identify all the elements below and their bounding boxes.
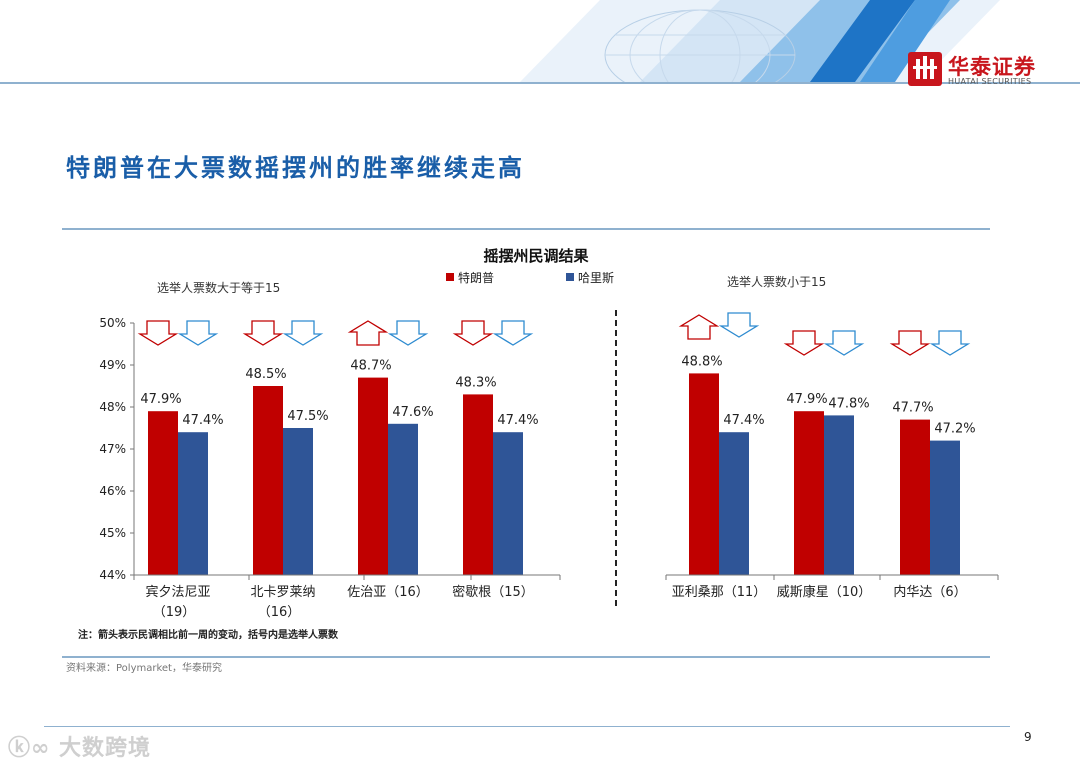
data-label-harris: 47.4% [497,413,538,428]
arrow-down-harris-icon [387,320,429,346]
arrow-up-trump-icon [678,314,720,340]
bar-harris [178,432,208,575]
y-tick-label: 46% [99,484,126,498]
bar-trump [148,411,178,575]
page-number: 9 [1024,730,1032,744]
arrow-down-trump-icon [889,330,931,356]
bar-trump [900,419,930,575]
bars: 47.9%47.4%48.5%47.5%48.7%47.6%48.3%47.4%… [140,354,976,575]
data-label-trump: 48.5% [245,367,286,382]
x-category-label: 亚利桑那（11） [672,585,767,600]
chart-note: 注：箭头表示民调相比前一周的变动，括号内是选举人票数 [78,630,338,641]
slide-title: 特朗普在大票数摇摆州的胜率继续走高 [66,154,525,182]
legend-swatch-trump [446,273,454,281]
chart-top-rule [62,228,990,230]
data-label-harris: 47.2% [934,422,975,437]
x-category-label: 内华达（6） [893,584,966,600]
bar-trump [689,373,719,575]
x-category-label: 宾夕法尼亚 [145,584,210,600]
bar-trump [794,411,824,575]
data-label-trump: 48.8% [681,354,722,369]
chart-title: 摇摆州民调结果 [483,247,589,265]
x-category-label: 北卡罗莱纳 [250,585,315,600]
arrow-down-harris-icon [718,312,760,338]
chart-panel: 摇摆州民调结果 特朗普 哈里斯 选举人票数大于等于15 选举人票数小于15 44… [62,230,1010,660]
arrow-up-trump-icon [347,320,389,346]
x-category-label: 密歇根（15） [452,584,534,600]
arrow-down-harris-icon [177,320,219,346]
source-text: 资料来源：Polymarket，华泰研究 [66,663,222,674]
watermark: ⓚ∞ 大数跨境 [8,730,151,762]
data-label-trump: 48.7% [350,359,391,374]
data-label-trump: 48.3% [455,375,496,390]
arrow-down-harris-icon [823,330,865,356]
company-logo: 华泰证券 HUATAI SECURITIES [908,50,1048,90]
arrow-down-harris-icon [929,330,971,356]
bar-harris [388,423,418,575]
change-arrows [137,312,971,356]
x-category-label: 威斯康星（10） [777,584,872,600]
legend-label-trump: 特朗普 [458,270,494,285]
watermark-logo-icon: ⓚ∞ [8,736,59,761]
y-tick-label: 48% [99,400,126,414]
data-label-harris: 47.8% [828,396,869,411]
data-label-trump: 47.9% [786,392,827,407]
y-tick-label: 45% [99,526,126,540]
data-label-harris: 47.4% [723,413,764,428]
bar-harris [493,432,523,575]
x-axis: 宾夕法尼亚 （19） 北卡罗莱纳 （16） 佐治亚（16） 密歇根（15） 亚利桑那（11）… [133,574,999,620]
arrow-down-harris-icon [282,320,324,346]
logo-mark-icon [908,52,942,86]
arrow-down-trump-icon [242,320,284,346]
bar-chart: 摇摆州民调结果 特朗普 哈里斯 选举人票数大于等于15 选举人票数小于15 44… [99,247,999,620]
header-rule [0,82,1080,84]
group-label-small-states: 选举人票数小于15 [727,274,826,289]
bar-harris [824,415,854,575]
arrow-down-harris-icon [492,320,534,346]
arrow-down-trump-icon [137,320,179,346]
chart-bottom-rule [62,656,990,658]
bar-trump [253,386,283,575]
y-tick-label: 44% [99,568,126,582]
logo-text-cn: 华泰证券 [948,55,1036,79]
footer-rule [44,726,1010,727]
y-tick-label: 49% [99,358,126,372]
data-label-trump: 47.7% [892,401,933,416]
bar-harris [930,440,960,575]
arrow-down-trump-icon [452,320,494,346]
arrow-down-trump-icon [783,330,825,356]
legend-swatch-harris [566,273,574,281]
data-label-harris: 47.4% [182,413,223,428]
y-tick-label: 47% [99,442,126,456]
bar-harris [283,428,313,575]
legend-label-harris: 哈里斯 [578,271,614,285]
watermark-text: 大数跨境 [59,736,152,761]
x-category-label: 佐治亚（16） [347,585,429,600]
data-label-harris: 47.5% [287,409,328,424]
header-banner [520,0,1000,84]
bar-harris [719,432,749,575]
bar-trump [358,377,388,575]
logo-text-en: HUATAI SECURITIES [948,77,1032,86]
y-tick-label: 50% [99,316,126,330]
y-axis: 44% 45% 46% 47% 48% 49% 50% [99,316,135,582]
x-category-label-line2: （19） [153,605,196,620]
group-label-large-states: 选举人票数大于等于15 [157,280,280,295]
x-category-label-line2: （16） [258,605,301,620]
bar-trump [463,394,493,575]
data-label-trump: 47.9% [140,392,181,407]
data-label-harris: 47.6% [392,405,433,420]
